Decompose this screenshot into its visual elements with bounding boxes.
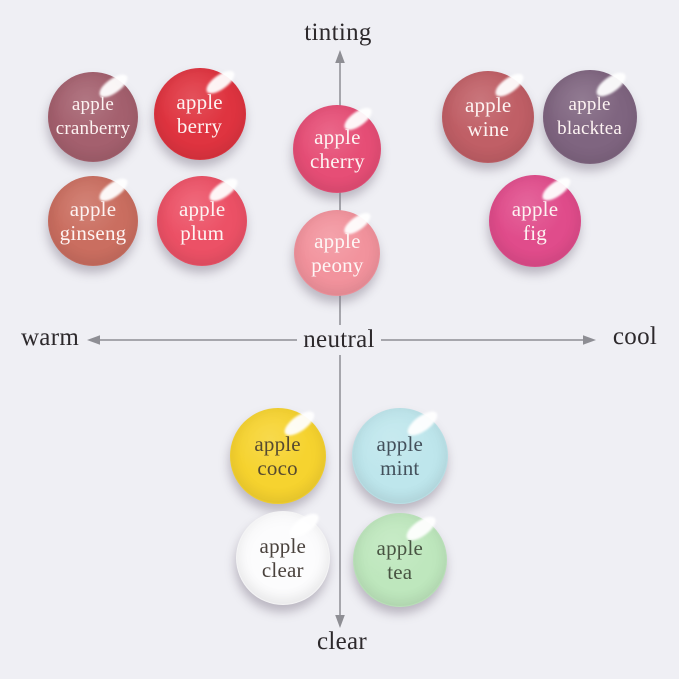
product-label: apple cherry: [310, 125, 365, 173]
product-bubble-clear: apple clear: [236, 509, 330, 605]
product-label-line1: apple: [376, 536, 424, 561]
product-label-line2: tea: [387, 560, 413, 585]
product-bubble-ginseng: apple ginseng: [48, 175, 138, 266]
product-label: apple plum: [179, 197, 225, 245]
product-label-line1: apple: [254, 432, 301, 456]
product-label-line1: apple: [71, 93, 115, 115]
product-label-line2: plum: [180, 221, 225, 246]
product-label: apple peony: [311, 229, 363, 277]
product-label-line2: fig: [523, 221, 547, 246]
product-bubble-cherry: apple cherry: [293, 103, 381, 193]
product-label-line2: mint: [380, 456, 420, 480]
product-bubble-plum: apple plum: [157, 175, 247, 266]
product-label: apple berry: [176, 90, 222, 138]
product-label: apple wine: [465, 93, 511, 141]
product-label-line2: clear: [261, 557, 304, 582]
product-label-line2: berry: [176, 113, 223, 138]
product-label: apple fig: [512, 197, 558, 245]
left-arrowhead-icon: [87, 335, 100, 345]
product-label-line1: apple: [69, 197, 117, 222]
product-label-line2: blacktea: [557, 117, 623, 139]
axis-label-neutral: neutral: [303, 326, 375, 353]
product-bubble-blacktea: apple blacktea: [543, 68, 637, 164]
product-label-line1: apple: [314, 124, 361, 149]
product-label: apple cranberry: [56, 93, 131, 141]
axis-label-clear: clear: [316, 628, 368, 655]
product-label-line1: apple: [259, 533, 307, 558]
axis-label-warm: warm: [20, 324, 80, 351]
up-arrowhead-icon: [335, 50, 345, 63]
product-bubble-cranberry: apple cranberry: [48, 70, 138, 162]
product-bubble-wine: apple wine: [442, 69, 534, 163]
product-label-line2: ginseng: [59, 221, 127, 246]
product-label-line1: apple: [568, 93, 611, 115]
product-label-line2: wine: [467, 116, 509, 141]
product-label: apple mint: [377, 432, 423, 480]
product-label-line1: apple: [511, 197, 559, 222]
product-label-line1: apple: [176, 89, 223, 114]
product-label-line2: cherry: [309, 148, 365, 173]
product-label: apple clear: [260, 534, 306, 582]
product-label: apple ginseng: [60, 197, 127, 245]
axis-label-tinting: tinting: [304, 19, 372, 46]
product-label: apple coco: [254, 432, 300, 480]
axis-label-cool: cool: [612, 323, 658, 350]
product-label: apple tea: [377, 536, 423, 584]
right-arrowhead-icon: [583, 335, 596, 345]
product-bubble-tea: apple tea: [353, 512, 447, 607]
product-label-line2: coco: [257, 456, 298, 480]
product-label-line2: peony: [311, 253, 364, 277]
product-bubble-peony: apple peony: [294, 209, 380, 296]
product-label-line1: apple: [376, 432, 424, 456]
product-label-line1: apple: [178, 197, 226, 222]
product-bubble-coco: apple coco: [230, 406, 326, 504]
product-label-line2: cranberry: [55, 117, 131, 139]
product-bubble-mint: apple mint: [352, 406, 448, 504]
product-bubble-berry: apple berry: [154, 66, 246, 160]
down-arrowhead-icon: [335, 615, 345, 628]
product-label-line1: apple: [464, 92, 512, 117]
product-bubble-fig: apple fig: [489, 173, 581, 267]
product-label: apple blacktea: [557, 93, 622, 141]
product-label-line1: apple: [314, 229, 361, 253]
